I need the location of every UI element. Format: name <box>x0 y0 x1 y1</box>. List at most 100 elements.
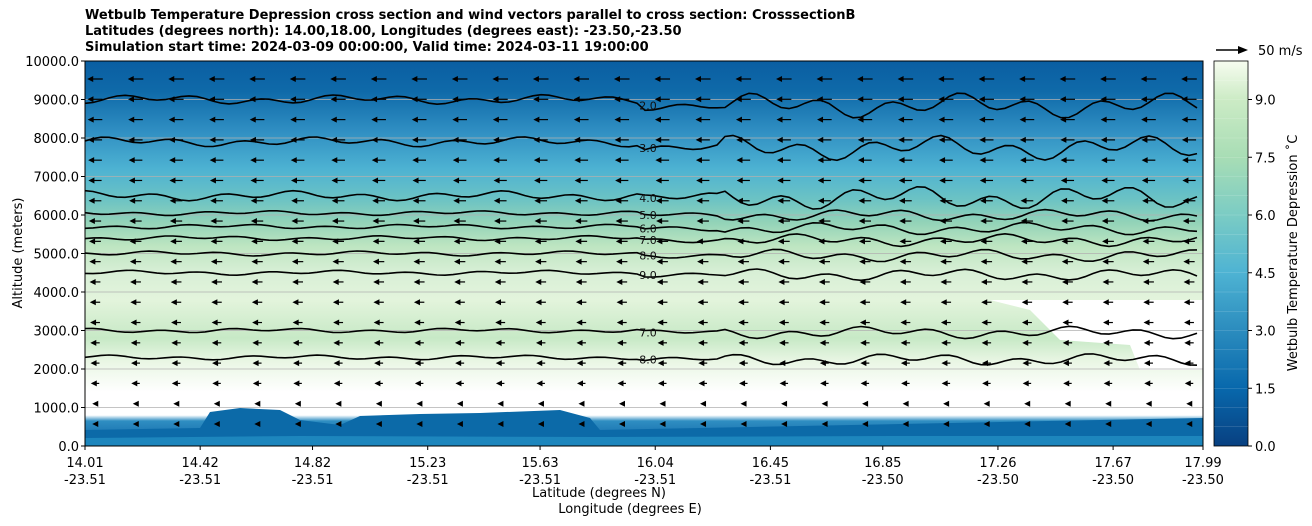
contour-label: 6.0 <box>639 223 657 236</box>
wind-vector-head-icon <box>411 76 418 82</box>
wind-vector-head-icon <box>169 157 176 164</box>
y-tick-label: 7000.0 <box>34 171 80 186</box>
wind-vector-head-icon <box>1019 136 1026 143</box>
contour-label: 4.0 <box>639 192 657 205</box>
wind-vector-head-icon <box>492 96 499 103</box>
wind-vector-head-icon <box>375 400 382 407</box>
wind-vector-head-icon <box>1060 177 1067 184</box>
wind-vector-head-icon <box>858 157 865 164</box>
wind-vector-head-icon <box>495 339 502 346</box>
wind-vector-head-icon <box>416 400 423 407</box>
wind-vector-head-icon <box>1143 319 1150 326</box>
contour-line <box>85 353 1198 366</box>
wind-vector-head-icon <box>209 157 216 164</box>
wind-vector-head-icon <box>1143 339 1150 346</box>
wind-vector-head-icon <box>292 278 299 285</box>
contour-label: 7.0 <box>639 327 657 340</box>
wind-vector-head-icon <box>902 421 909 427</box>
wind-vector-head-icon <box>657 319 664 326</box>
wind-vector-head-icon <box>696 238 703 245</box>
wind-vector-head-icon <box>1024 421 1031 427</box>
wind-vector-head-icon <box>1022 380 1029 387</box>
x-tick-label-lat: 16.85 <box>864 456 901 471</box>
wind-vector-head-icon <box>979 116 986 123</box>
wind-vector-head-icon <box>740 421 747 427</box>
wind-vector-head-icon <box>857 116 864 123</box>
wind-vector-head-icon <box>859 278 866 285</box>
wind-vector-head-icon <box>656 278 663 285</box>
wind-vector-head-icon <box>575 218 582 225</box>
wind-vector-head-icon <box>249 76 256 82</box>
wind-vector-head-icon <box>290 96 297 103</box>
wind-vector-head-icon <box>168 76 175 82</box>
wind-vector-head-icon <box>89 299 96 306</box>
quiver-key-arrowhead-icon <box>1238 46 1248 54</box>
wind-vector-head-icon <box>494 238 501 245</box>
wind-vector-head-icon <box>291 238 298 245</box>
wind-vector-head-icon <box>454 299 461 306</box>
wind-vector-head-icon <box>1102 258 1109 265</box>
wind-vector-head-icon <box>696 218 703 225</box>
wind-vector-head-icon <box>210 238 217 245</box>
wind-vector-head-icon <box>1102 238 1109 245</box>
contour-line <box>85 268 1198 282</box>
wind-vector-head-icon <box>1181 76 1188 82</box>
wind-vector-head-icon <box>941 360 948 367</box>
wind-vector-head-icon <box>88 157 95 164</box>
wind-vector-head-icon <box>1103 380 1110 387</box>
wind-vector-head-icon <box>618 421 625 427</box>
wind-vector-head-icon <box>1184 360 1191 367</box>
wind-vector-head-icon <box>697 258 704 265</box>
wind-vector-head-icon <box>1143 278 1150 285</box>
wind-vector-head-icon <box>335 400 342 407</box>
wind-vector-head-icon <box>87 96 94 103</box>
wind-vector-head-icon <box>1061 218 1068 225</box>
wind-vector-head-icon <box>453 218 460 225</box>
wind-vector-head-icon <box>533 157 540 164</box>
wind-vector-head-icon <box>981 339 988 346</box>
wind-vector-head-icon <box>1101 197 1108 204</box>
wind-vector-head-icon <box>455 360 462 367</box>
wind-vector-head-icon <box>497 400 504 407</box>
wind-vector-head-icon <box>454 339 461 346</box>
wind-vector-head-icon <box>1062 278 1069 285</box>
wind-vector-head-icon <box>456 400 463 407</box>
wind-vector-head-icon <box>816 76 823 82</box>
contour-line <box>85 248 1198 263</box>
wind-vector-head-icon <box>1103 319 1110 326</box>
wind-vector-head-icon <box>697 278 704 285</box>
wind-vector-head-icon <box>212 380 219 387</box>
wind-vector-head-icon <box>1183 299 1190 306</box>
wind-vector-head-icon <box>211 299 218 306</box>
wind-vector-head-icon <box>534 197 541 204</box>
colorbar-tick-label: 6.0 <box>1255 209 1276 224</box>
wind-vector-head-icon <box>655 177 662 184</box>
wind-vector-head-icon <box>249 136 256 143</box>
wind-vector-head-icon <box>89 258 96 265</box>
wind-vector-head-icon <box>132 421 139 427</box>
wind-vector-head-icon <box>250 157 257 164</box>
wind-vector-head-icon <box>940 319 947 326</box>
wind-vector-head-icon <box>694 76 701 82</box>
y-tick-label: 0.0 <box>58 440 79 455</box>
wind-vector-head-icon <box>941 339 948 346</box>
wind-vector-head-icon <box>1019 76 1026 82</box>
wind-vector-head-icon <box>860 339 867 346</box>
x-tick-label-lon: -23.51 <box>749 473 791 488</box>
wind-vector-head-icon <box>938 76 945 82</box>
wind-vector-head-icon <box>331 218 338 225</box>
wind-vector-head-icon <box>1101 157 1108 164</box>
wind-vector-head-icon <box>372 218 379 225</box>
wind-vector-head-icon <box>330 76 337 82</box>
wind-vector-head-icon <box>370 76 377 82</box>
wind-vector-head-icon <box>817 116 824 123</box>
wind-vector-head-icon <box>414 319 421 326</box>
wind-vector-head-icon <box>1019 96 1026 103</box>
wind-vector-head-icon <box>1059 76 1066 82</box>
wind-vector-head-icon <box>1182 157 1189 164</box>
wind-vector-head-icon <box>373 339 380 346</box>
wind-vector-head-icon <box>208 76 215 82</box>
wind-vector-head-icon <box>899 197 906 204</box>
wind-vector-head-icon <box>573 76 580 82</box>
contour-label: 8.0 <box>639 250 657 263</box>
